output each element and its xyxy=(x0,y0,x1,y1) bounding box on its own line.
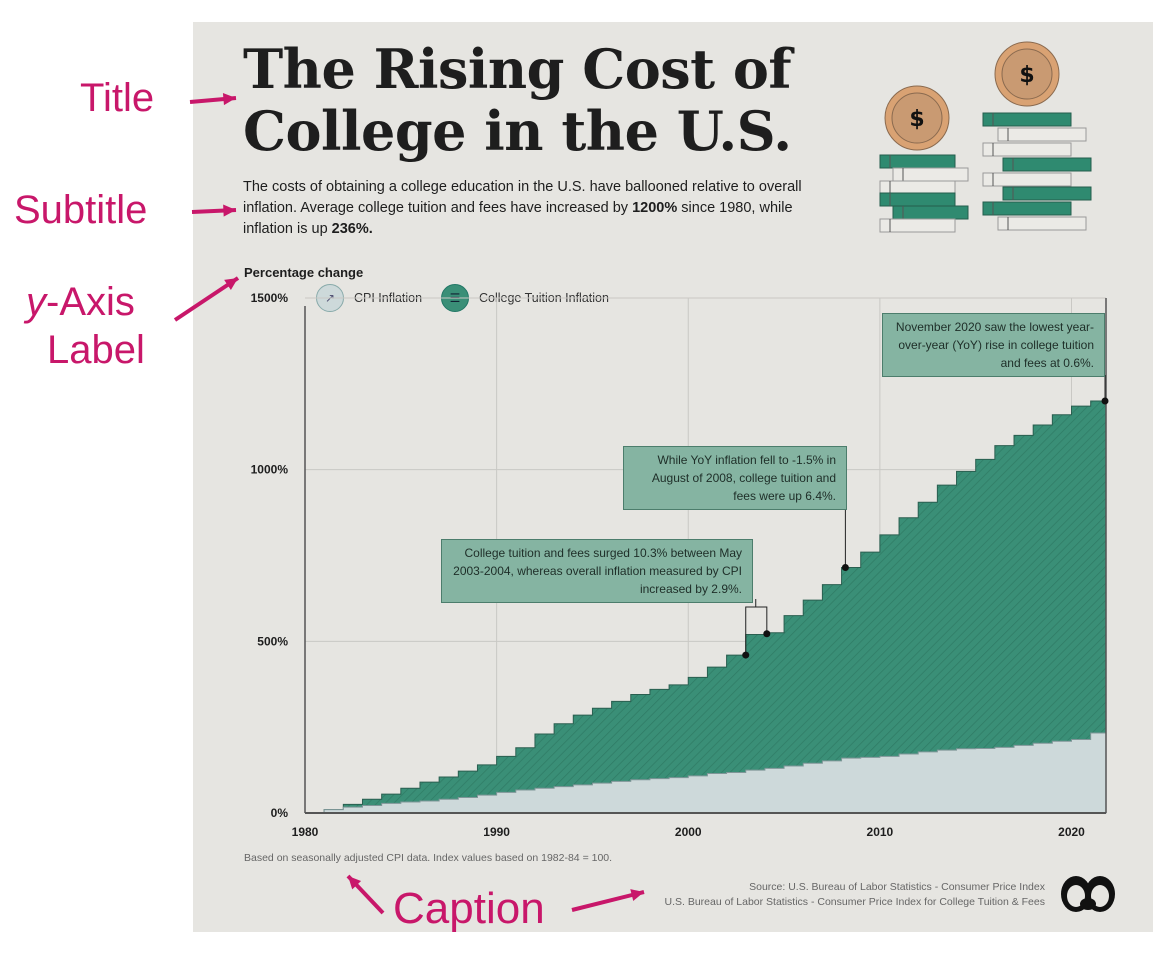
x-tick-label: 2020 xyxy=(1058,825,1085,839)
book-icon xyxy=(982,142,1072,157)
x-tick-label: 1990 xyxy=(483,825,510,839)
book-icon xyxy=(879,192,956,207)
subtitle-text-2: since 1980, while inflation is up xyxy=(243,200,793,237)
coin-inner xyxy=(891,92,943,144)
label-yaxis: y-Axis xyxy=(26,280,135,324)
book-icon xyxy=(879,180,956,195)
page-title: The Rising Cost of College in the U.S. xyxy=(243,38,792,162)
label-title: Title xyxy=(80,76,155,120)
book-icon xyxy=(1002,157,1092,172)
title-line-2: College in the U.S. xyxy=(243,99,792,163)
annotation-2008: While YoY inflation fell to -1.5% in Aug… xyxy=(623,446,847,510)
book-icon xyxy=(982,172,1072,187)
publisher-logo xyxy=(1060,870,1116,914)
y-tick-label: 0% xyxy=(271,806,289,820)
annotation-dot xyxy=(763,630,771,638)
annotation-dot xyxy=(841,564,849,572)
subtitle-tuition-pct: 1200% xyxy=(632,200,678,216)
coin-stack-illustration: $$ xyxy=(879,41,1092,233)
book-icon xyxy=(879,154,956,169)
y-axis-label: Percentage change xyxy=(244,265,364,280)
y-tick-label: 1500% xyxy=(251,291,289,305)
dollar-icon: $ xyxy=(909,107,924,132)
book-icon xyxy=(1002,186,1092,201)
annotation-bracket xyxy=(745,599,768,656)
x-tick-label: 2010 xyxy=(867,825,894,839)
arrow-head-icon xyxy=(222,93,236,106)
annotation-dot xyxy=(1101,397,1109,405)
book-icon xyxy=(982,201,1072,216)
arrow-head-icon xyxy=(224,278,238,291)
label-yaxis-italic: y xyxy=(26,280,46,324)
coin-inner xyxy=(1001,48,1053,100)
annotation-2020: November 2020 saw the lowest year-over-y… xyxy=(882,313,1105,377)
book-icon xyxy=(892,205,969,220)
arrow-head-icon xyxy=(223,204,236,217)
subtitle-text: The costs of obtaining a college educati… xyxy=(243,179,802,216)
label-caption: Caption xyxy=(393,884,545,933)
title-line-1: The Rising Cost of xyxy=(243,37,792,101)
label-subtitle: Subtitle xyxy=(14,188,148,232)
source-line-2: U.S. Bureau of Labor Statistics - Consum… xyxy=(664,896,1045,908)
book-icon xyxy=(892,167,969,182)
book-icon xyxy=(997,127,1087,142)
caption-source: Source: U.S. Bureau of Labor Statistics … xyxy=(664,880,1045,910)
y-tick-label: 1000% xyxy=(251,463,289,477)
annotation-2003: College tuition and fees surged 10.3% be… xyxy=(441,539,753,603)
arrow-head-icon xyxy=(630,889,644,901)
cpi-area xyxy=(305,732,1107,814)
x-tick-label: 1980 xyxy=(292,825,319,839)
tuition-area xyxy=(305,400,1107,814)
subtitle-cpi-pct: 236%. xyxy=(331,221,373,237)
book-icon xyxy=(879,218,956,233)
source-line-1: Source: U.S. Bureau of Labor Statistics … xyxy=(749,881,1045,893)
y-tick-label: 500% xyxy=(257,634,288,648)
book-icon xyxy=(997,216,1087,231)
annotation-dot xyxy=(742,651,750,659)
x-tick-label: 2000 xyxy=(675,825,702,839)
book-icon xyxy=(982,112,1072,127)
dollar-icon: $ xyxy=(1019,63,1034,88)
label-yaxis-rest: -Axis xyxy=(46,280,135,324)
caption-note: Based on seasonally adjusted CPI data. I… xyxy=(244,852,613,864)
arrow-head-icon xyxy=(348,876,362,890)
pointer-arrow xyxy=(173,276,240,322)
subtitle: The costs of obtaining a college educati… xyxy=(243,177,843,240)
label-yaxis-line2: Label xyxy=(47,328,145,372)
